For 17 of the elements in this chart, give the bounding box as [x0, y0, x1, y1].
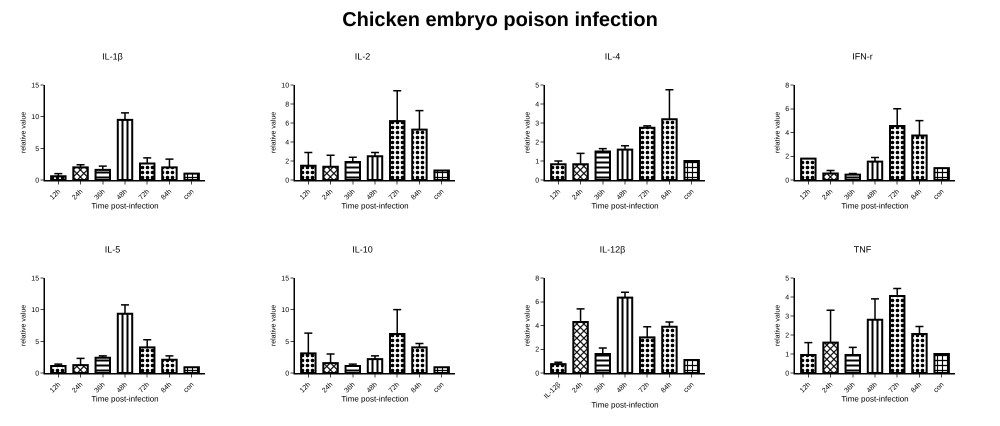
chart-title: IL-1β: [102, 52, 123, 62]
x-axis-title: Time post-infection: [841, 202, 909, 211]
x-axis-title: Time post-infection: [341, 202, 409, 211]
x-axis-title: Time post-infection: [91, 202, 159, 211]
chart-title: IL-5: [104, 244, 120, 255]
chart-title: IFN-r: [852, 52, 873, 62]
chart-title: IL-10: [352, 244, 373, 255]
chart-title: IL-4: [604, 52, 620, 62]
x-axis-title: Time post-infection: [591, 400, 659, 410]
chart-title: TNF: [854, 244, 872, 255]
x-axis-title: Time post-infection: [341, 394, 409, 404]
text: Chicken embryo poison infection: [341, 8, 659, 33]
chart-title: IL-12β: [600, 244, 626, 255]
x-axis-title: Time post-infection: [591, 202, 659, 211]
chart-title: IL-2: [354, 52, 370, 62]
x-axis-title: Time post-infection: [841, 394, 909, 404]
x-axis-title: Time post-infection: [91, 394, 159, 404]
